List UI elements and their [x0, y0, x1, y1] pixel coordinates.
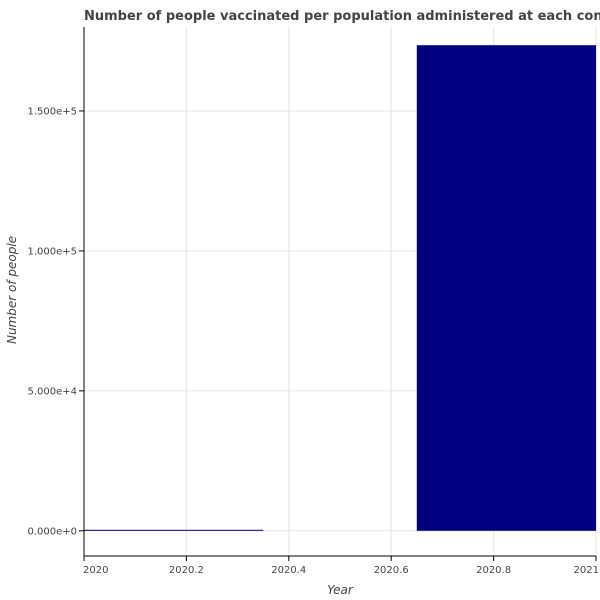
x-axis-label: Year [327, 583, 354, 597]
x-tick-label: 2021 [574, 565, 599, 576]
axes: 2020 2020.2 2020.4 2020.6 2020.8 2021 0.000e+0… [27, 27, 599, 576]
x-tick-label: 2020 [83, 565, 108, 576]
y-tick-label: 1.500e+5 [27, 106, 77, 117]
chart-title: Number of people vaccinated per populati… [84, 9, 600, 24]
x-tick-label: 2020.8 [476, 565, 511, 576]
x-tick-label: 2020.2 [169, 565, 204, 576]
y-tick-label: 1.000e+5 [27, 246, 77, 257]
y-tick-label: 0.000e+0 [27, 526, 77, 537]
x-tick-label: 2020.4 [271, 565, 306, 576]
x-tick-label: 2020.6 [374, 565, 409, 576]
y-tick-label: 5.000e+4 [27, 386, 77, 397]
y-axis-label: Number of people [5, 236, 19, 344]
bars [84, 45, 596, 531]
bar [84, 529, 264, 531]
bar [416, 45, 596, 531]
